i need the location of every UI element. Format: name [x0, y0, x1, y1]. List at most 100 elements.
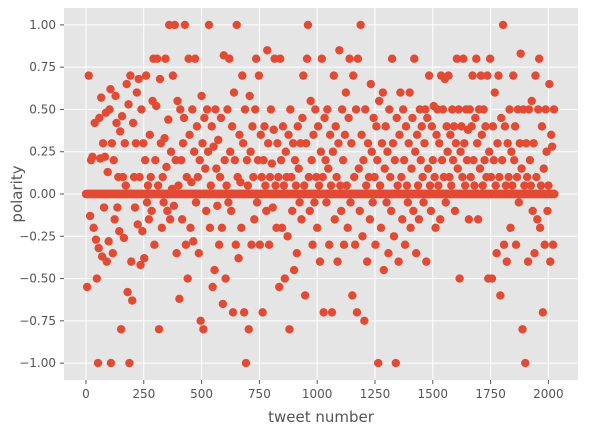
data-point: [209, 142, 218, 151]
data-point: [492, 248, 501, 258]
data-point: [185, 130, 194, 140]
data-point: [303, 20, 313, 30]
data-point: [224, 198, 233, 207]
data-point: [517, 164, 526, 173]
data-point: [524, 105, 534, 114]
data-point: [262, 206, 271, 216]
data-point: [387, 54, 397, 63]
data-point: [288, 139, 298, 148]
data-point: [443, 147, 452, 156]
data-point: [452, 54, 462, 63]
data-point: [395, 130, 404, 140]
data-point: [414, 215, 424, 224]
data-point: [548, 240, 558, 249]
data-point: [223, 105, 232, 114]
data-point: [237, 223, 246, 233]
data-point: [165, 215, 175, 224]
data-point: [93, 358, 103, 368]
data-point: [106, 358, 116, 368]
data-point: [245, 91, 254, 101]
x-axis-label: tweet number: [268, 408, 375, 426]
data-point: [321, 155, 330, 165]
data-point: [316, 147, 326, 156]
data-point: [194, 248, 204, 258]
data-point: [390, 155, 400, 165]
data-point: [236, 177, 245, 187]
data-point: [247, 240, 256, 249]
data-point: [341, 88, 351, 97]
data-point: [124, 100, 133, 109]
data-point: [328, 147, 338, 156]
data-point: [378, 88, 388, 97]
data-point: [396, 88, 405, 97]
data-point: [444, 71, 453, 80]
data-point: [85, 211, 95, 221]
data-point: [497, 113, 506, 123]
data-point: [350, 240, 360, 249]
data-point: [374, 358, 383, 368]
data-point: [354, 164, 364, 173]
data-point: [226, 206, 236, 216]
data-point: [135, 172, 144, 182]
data-point: [438, 105, 448, 114]
data-point: [276, 155, 286, 165]
data-point: [256, 130, 265, 140]
data-point: [285, 325, 294, 334]
data-point: [355, 206, 364, 216]
data-point: [157, 223, 167, 233]
data-point: [516, 49, 525, 58]
data-point: [244, 325, 253, 334]
data-point: [140, 254, 149, 263]
data-point: [454, 105, 463, 114]
data-point: [346, 198, 355, 207]
data-point: [95, 113, 104, 123]
data-point: [206, 181, 216, 190]
data-point: [261, 181, 270, 190]
data-point: [488, 122, 498, 131]
x-tick-label: 750: [248, 387, 271, 401]
data-point: [229, 88, 239, 97]
data-point: [445, 172, 454, 182]
data-point: [542, 147, 551, 156]
data-point: [383, 147, 392, 156]
data-point: [502, 257, 511, 266]
data-point: [178, 139, 188, 148]
data-point: [203, 147, 213, 156]
data-point: [120, 139, 130, 148]
data-point: [183, 274, 192, 283]
data-point: [458, 172, 467, 182]
data-point: [485, 54, 495, 63]
data-point: [144, 215, 154, 224]
x-tick-label: 1500: [418, 387, 449, 401]
data-point: [478, 181, 487, 190]
data-point: [174, 181, 183, 190]
data-point: [137, 105, 146, 114]
data-point: [330, 215, 339, 224]
data-point: [277, 223, 287, 233]
data-point: [386, 172, 395, 182]
data-point: [541, 105, 550, 114]
data-point: [536, 181, 546, 190]
data-point: [466, 172, 475, 182]
data-point: [377, 139, 387, 148]
data-point: [497, 155, 507, 165]
data-point: [339, 240, 349, 249]
data-point: [315, 257, 325, 266]
data-point: [423, 164, 433, 173]
data-point: [159, 198, 168, 207]
data-point: [368, 198, 377, 207]
data-point: [370, 172, 379, 182]
data-point: [363, 139, 373, 148]
data-point: [127, 257, 136, 266]
data-point: [115, 127, 125, 136]
data-point: [410, 54, 419, 63]
data-point: [154, 325, 164, 334]
data-point: [199, 325, 208, 334]
data-point: [147, 206, 156, 216]
data-point: [509, 155, 519, 165]
data-point: [337, 206, 346, 216]
data-point: [113, 203, 122, 212]
data-point: [195, 155, 204, 165]
data-point: [450, 206, 460, 216]
data-point: [106, 84, 115, 94]
